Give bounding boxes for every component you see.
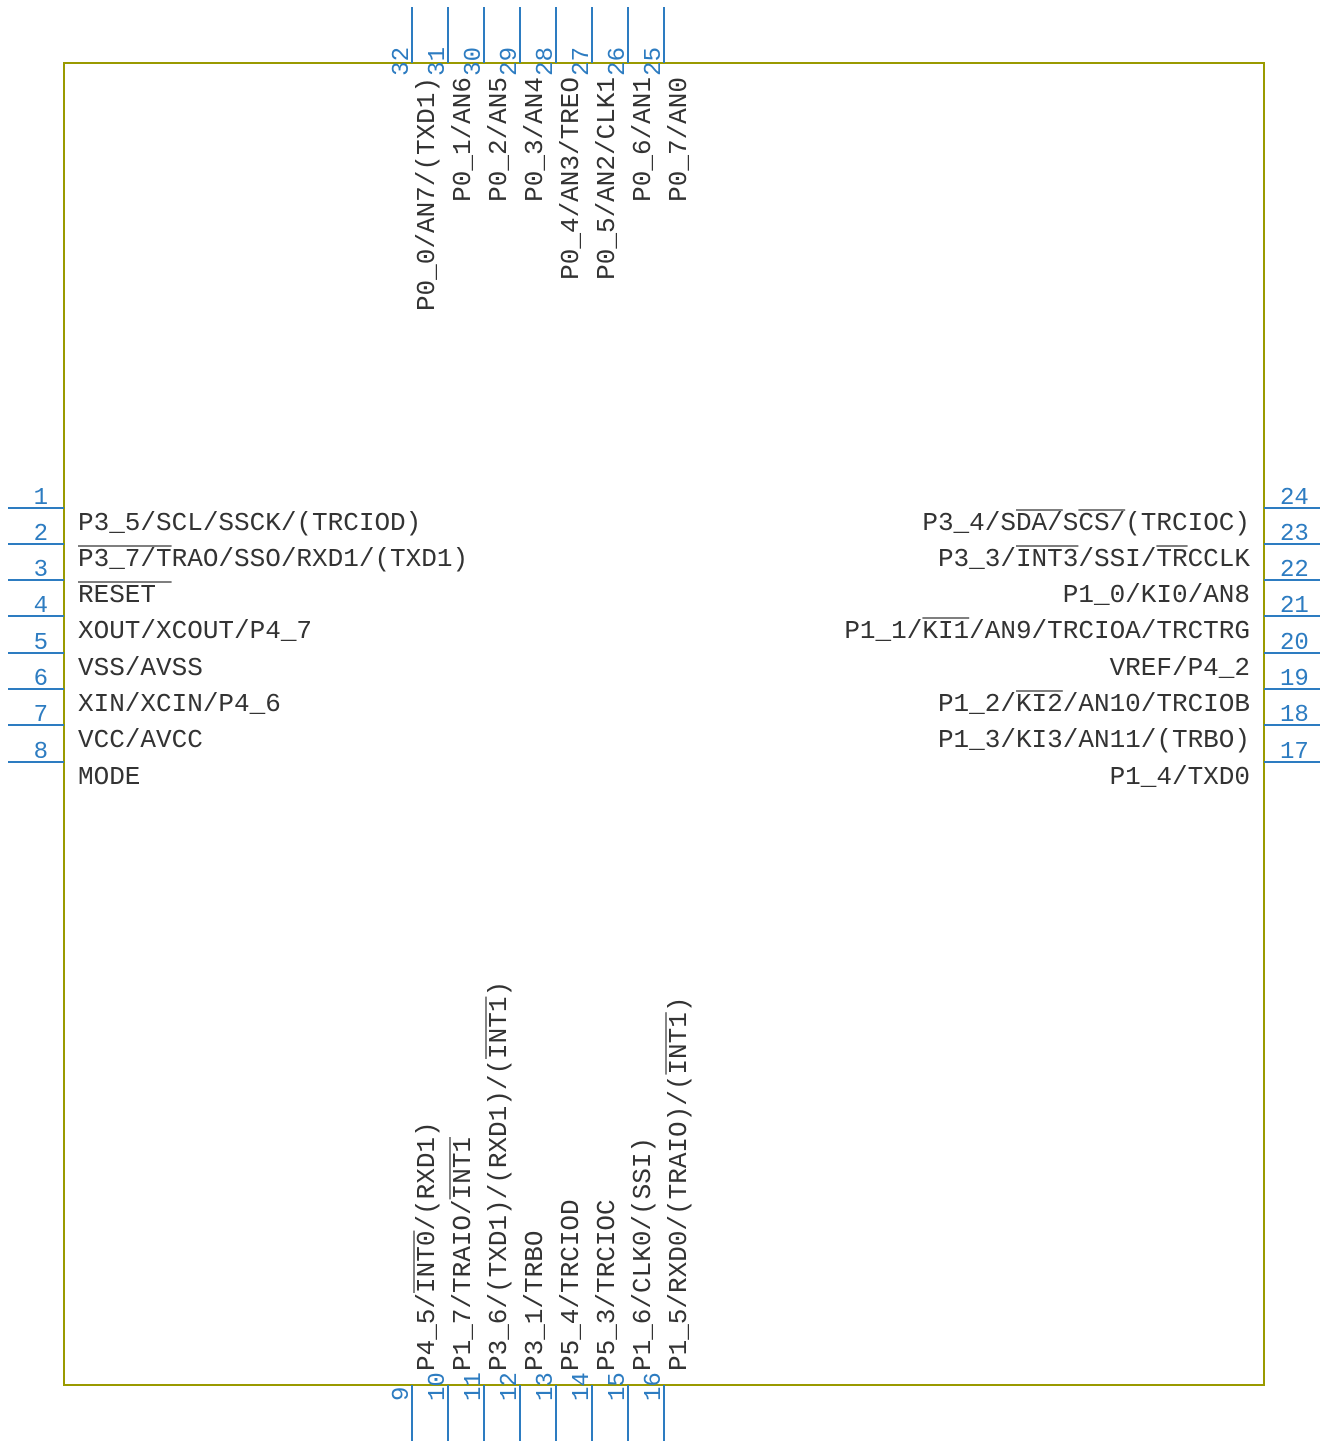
pin-1-label: P3_5/SCL/SSCK/(TRCIOD) (78, 508, 421, 538)
pin-29-number: 29 (497, 47, 524, 76)
pin-4-number: 4 (34, 593, 48, 620)
pin-28-number: 28 (533, 47, 560, 76)
pin-28-label: P0_4/AN3/TREO (556, 77, 586, 280)
pin-13-label: P5_4/TRCIOD (556, 1199, 586, 1371)
pin-26-number: 26 (605, 47, 632, 76)
pin-8-number: 8 (34, 739, 48, 766)
pin-1-number: 1 (34, 485, 48, 512)
pin-27-number: 27 (569, 47, 596, 76)
pin-25-label: P0_7/AN0 (664, 77, 694, 202)
pin-21-number: 21 (1280, 593, 1309, 620)
pin-14-number: 14 (569, 1372, 596, 1401)
pin-30-number: 30 (461, 47, 488, 76)
pin-22-label: P1_0/KI0/AN8 (1063, 580, 1250, 610)
pin-11-label: P3_6/(TXD1)/(RXD1)/(INT1) (484, 981, 514, 1371)
pin-17-label: P1_4/TXD0 (1110, 762, 1250, 792)
pin-15-label: P1_6/CLK0/(SSI) (628, 1137, 658, 1371)
pin-11-number: 11 (461, 1372, 488, 1401)
pin-18-number: 18 (1280, 702, 1309, 729)
pin-23-number: 23 (1280, 521, 1309, 548)
pin-26-label: P0_6/AN1 (628, 77, 658, 202)
pin-5-label: VSS/AVSS (78, 653, 203, 683)
pin-9-number: 9 (389, 1387, 416, 1401)
pin-23-label: P3_3/INT3/SSI/TRCCLK (938, 544, 1250, 574)
pin-31-label: P0_1/AN6 (448, 77, 478, 202)
pin-31-number: 31 (425, 47, 452, 76)
pin-7-number: 7 (34, 702, 48, 729)
pin-7-label: VCC/AVCC (78, 725, 203, 755)
pin-3-number: 3 (34, 557, 48, 584)
pin-18-label: P1_3/KI3/AN11/(TRBO) (938, 725, 1250, 755)
pin-2-label: P3_7/TRAO/SSO/RXD1/(TXD1) (78, 544, 468, 574)
pin-15-number: 15 (605, 1372, 632, 1401)
pin-24-number: 24 (1280, 485, 1309, 512)
pin-20-label: VREF/P4_2 (1110, 653, 1250, 683)
pin-14-label: P5_3/TRCIOC (592, 1199, 622, 1371)
pin-4-label: XOUT/XCOUT/P4_7 (78, 616, 312, 646)
pin-10-label: P1_7/TRAIO/INT1 (448, 1137, 478, 1371)
pin-19-label: P1_2/KI2/AN10/TRCIOB (938, 689, 1250, 719)
pin-5-number: 5 (34, 630, 48, 657)
pin-21-label: P1_1/KI1/AN9/TRCIOA/TRCTRG (844, 616, 1250, 646)
pin-12-label: P3_1/TRBO (520, 1231, 550, 1371)
pin-29-label: P0_3/AN4 (520, 77, 550, 202)
pin-8-label: MODE (78, 762, 140, 792)
pin-10-number: 10 (425, 1372, 452, 1401)
pin-32-number: 32 (389, 47, 416, 76)
pin-24-label: P3_4/SDA/SCS/(TRCIOC) (922, 508, 1250, 538)
pin-17-number: 17 (1280, 739, 1309, 766)
pin-32-label: P0_0/AN7/(TXD1) (412, 77, 442, 311)
pin-20-number: 20 (1280, 630, 1309, 657)
pin-16-label: P1_5/RXD0/(TRAIO)/(INT1) (664, 997, 694, 1371)
pin-9-label: P4_5/INT0/(RXD1) (412, 1121, 442, 1371)
pin-30-label: P0_2/AN5 (484, 77, 514, 202)
pin-13-number: 13 (533, 1372, 560, 1401)
pin-2-number: 2 (34, 521, 48, 548)
pin-22-number: 22 (1280, 557, 1309, 584)
pin-25-number: 25 (641, 47, 668, 76)
pin-19-number: 19 (1280, 666, 1309, 693)
pin-27-label: P0_5/AN2/CLK1 (592, 77, 622, 280)
pin-12-number: 12 (497, 1372, 524, 1401)
pin-3-label: RESET (78, 580, 156, 610)
pin-6-number: 6 (34, 666, 48, 693)
pin-16-number: 16 (641, 1372, 668, 1401)
pin-6-label: XIN/XCIN/P4_6 (78, 689, 281, 719)
